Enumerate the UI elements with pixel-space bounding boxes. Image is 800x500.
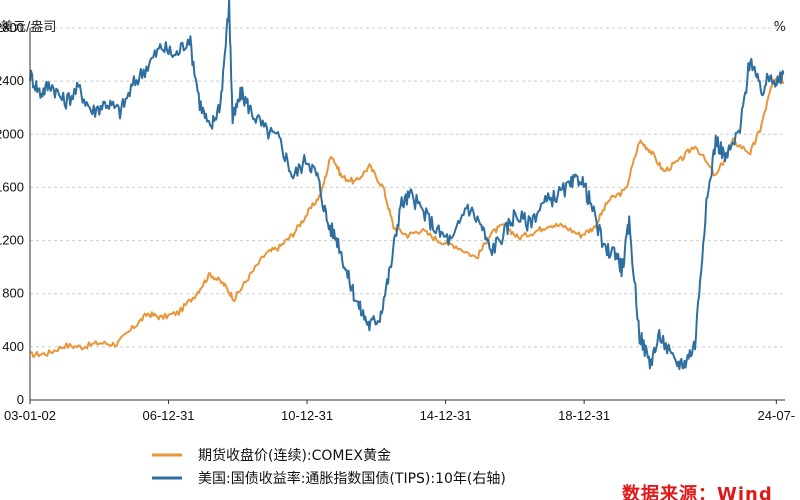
y-tick-label: 2000 [0,126,24,141]
y-tick-label: 400 [2,339,24,354]
series-layer [29,0,785,371]
y-tick-label: 1200 [0,233,24,248]
axes [29,28,785,401]
right-axis-title: % [774,20,786,35]
x-tick-label: 06-12-31 [143,408,195,423]
left-axis-title: 美元/盎司 [0,20,56,35]
y-tick-label: 800 [2,286,24,301]
x-tick-label: 18-12-31 [558,408,610,423]
x-tick-labels: 03-01-02 06-12-31 10-12-31 14-12-31 18-12-31… [4,400,795,423]
source-text: 数据来源：Wind [622,483,773,500]
series-line-gold [29,74,785,359]
y-tick-label: 2400 [0,73,24,88]
legend-label-gold: 期货收盘价(连续):COMEX黄金 [198,447,391,464]
legend: 期货收盘价(连续):COMEX黄金 美国:国债收益率:通胀指数国债(TIPS):… [152,447,506,487]
x-tick-label: 10-12-31 [281,408,333,423]
y-tick-labels: 0 400 800 1200 1600 2000 2400 2800 [0,20,24,407]
x-tick-label: 03-01-02 [4,408,56,423]
series-line-tips [29,0,785,371]
y-tick-label: 0 [17,392,24,407]
x-tick-label: 24-07- [758,408,796,423]
y-tick-label: 2800 [0,20,24,35]
y-tick-label: 1600 [0,179,24,194]
x-tick-label: 14-12-31 [420,408,472,423]
legend-label-tips: 美国:国债收益率:通胀指数国债(TIPS):10年(右轴) [198,470,506,487]
